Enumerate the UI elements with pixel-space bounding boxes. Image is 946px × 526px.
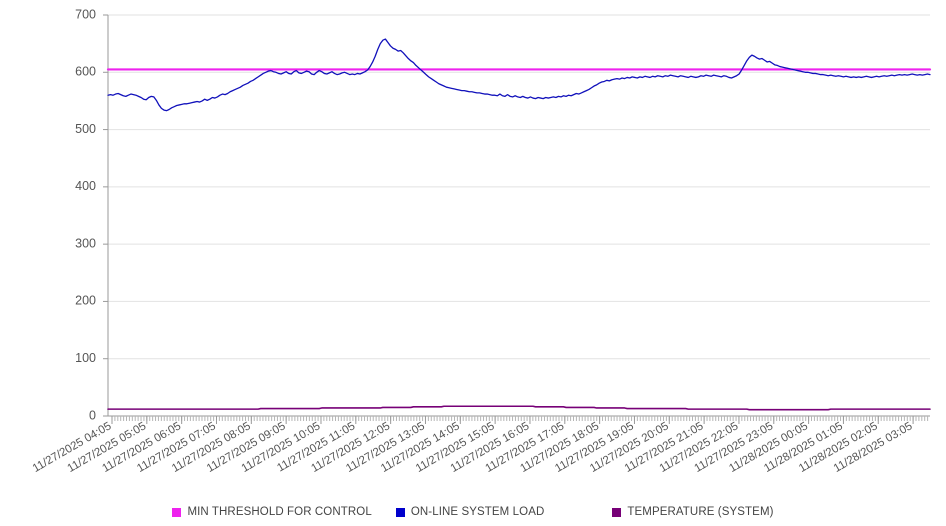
series-line bbox=[107, 405, 931, 411]
legend-swatch-icon bbox=[612, 507, 622, 517]
y-axis-tick-label: 600 bbox=[75, 65, 96, 79]
x-axis-major-ticks-group bbox=[111, 416, 914, 424]
legend-swatch-icon bbox=[172, 507, 182, 517]
y-axis-labels-group: 0 100 200 300 400 500 600 700 bbox=[75, 7, 96, 422]
legend-item[interactable]: TEMPERATURE (SYSTEM) bbox=[612, 506, 773, 518]
y-axis-tick-label: 0 bbox=[89, 408, 96, 422]
legend-item[interactable]: MIN THRESHOLD FOR CONTROL bbox=[172, 506, 372, 518]
y-axis-tick-label: 300 bbox=[75, 236, 96, 250]
legend-item-label: ON-LINE SYSTEM LOAD bbox=[410, 506, 545, 518]
x-axis-minor-ticks-group bbox=[111, 416, 929, 421]
legend-item-label: TEMPERATURE (SYSTEM) bbox=[627, 506, 774, 518]
legend-item[interactable]: ON-LINE SYSTEM LOAD bbox=[395, 506, 545, 518]
y-axis-tick-label: 400 bbox=[75, 179, 96, 193]
y-axis-ticks-group bbox=[103, 14, 108, 417]
legend-item-label: MIN THRESHOLD FOR CONTROL bbox=[187, 506, 372, 518]
y-axis-tick-label: 500 bbox=[75, 122, 96, 136]
gridlines-group bbox=[108, 14, 930, 417]
series-line bbox=[107, 38, 931, 112]
y-axis-tick-label: 100 bbox=[75, 351, 96, 365]
y-axis-tick-label: 700 bbox=[75, 7, 96, 21]
y-axis-tick-label: 200 bbox=[75, 294, 96, 308]
chart-legend: MIN THRESHOLD FOR CONTROL ON-LINE SYSTEM … bbox=[0, 506, 946, 518]
series-group bbox=[106, 38, 932, 411]
legend-swatch-icon bbox=[395, 507, 405, 517]
